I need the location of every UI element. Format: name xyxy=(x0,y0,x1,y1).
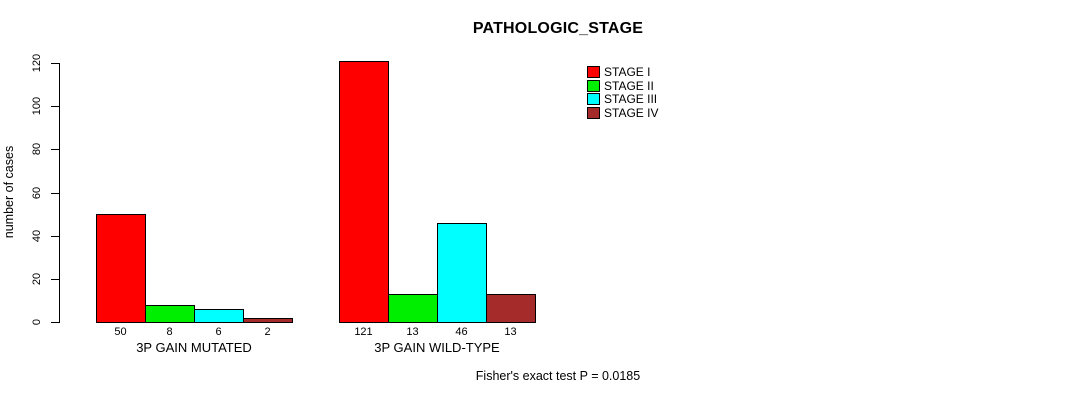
y-axis-tick-label: 80 xyxy=(31,143,43,156)
bar-stage-i-group1 xyxy=(96,214,146,323)
bar-value-label: 8 xyxy=(166,326,173,338)
legend-item-stage-iii: STAGE III xyxy=(587,93,707,106)
legend-item-stage-iv: STAGE IV xyxy=(587,105,707,120)
bar-stage-iii-group2 xyxy=(437,222,487,323)
x-category-label: 3P GAIN WILD-TYPE xyxy=(374,340,500,355)
y-axis-tick xyxy=(51,149,59,151)
bar-value-label: 6 xyxy=(215,326,222,338)
legend-label: STAGE III xyxy=(604,92,658,107)
bar-value-label: 46 xyxy=(455,326,468,338)
bar-value-label: 13 xyxy=(406,326,419,338)
y-axis-tick-label: 0 xyxy=(31,318,43,326)
bar-value-label: 50 xyxy=(114,326,127,338)
y-axis-tick xyxy=(51,192,59,194)
legend-item-stage-i: STAGE I xyxy=(587,66,707,79)
bar-value-label: 121 xyxy=(354,326,373,338)
bar-stage-iv-group2 xyxy=(486,293,536,323)
legend-label: STAGE I xyxy=(604,65,651,79)
bar-stage-ii-group1 xyxy=(145,304,195,323)
y-axis-tick-label: 100 xyxy=(31,96,43,116)
legend-swatch-stage-iv xyxy=(587,106,600,119)
bar-stage-i-group2 xyxy=(339,60,389,323)
bar-stage-iv-group1 xyxy=(243,317,293,323)
y-axis-tick xyxy=(51,278,59,280)
y-axis-line xyxy=(59,63,60,323)
y-axis-tick-label: 60 xyxy=(31,186,43,199)
y-axis-tick-label: 120 xyxy=(31,53,43,73)
legend: STAGE I STAGE II STAGE III STAGE IV xyxy=(587,66,707,126)
bar-value-label: 2 xyxy=(264,326,271,338)
y-axis-tick-label: 40 xyxy=(31,229,43,242)
legend-item-stage-ii: STAGE II xyxy=(587,78,707,93)
bar-value-label: 13 xyxy=(504,326,517,338)
y-axis-tick xyxy=(51,322,59,323)
bar-stage-iii-group1 xyxy=(194,309,244,323)
legend-swatch-stage-ii xyxy=(587,79,600,92)
legend-label: STAGE IV xyxy=(604,105,659,120)
bar-stage-ii-group2 xyxy=(388,293,438,323)
legend-label: STAGE II xyxy=(604,78,654,93)
y-axis-tick xyxy=(51,235,59,237)
y-axis-tick xyxy=(51,106,59,108)
legend-swatch-stage-i xyxy=(587,66,600,78)
chart-title: PATHOLOGIC_STAGE xyxy=(472,20,644,37)
x-category-label: 3P GAIN MUTATED xyxy=(136,340,252,355)
fisher-test-annotation: Fisher's exact test P = 0.0185 xyxy=(475,369,641,383)
y-axis-tick-label: 20 xyxy=(31,272,43,285)
legend-swatch-stage-iii xyxy=(587,93,600,106)
y-axis-tick xyxy=(51,63,59,64)
